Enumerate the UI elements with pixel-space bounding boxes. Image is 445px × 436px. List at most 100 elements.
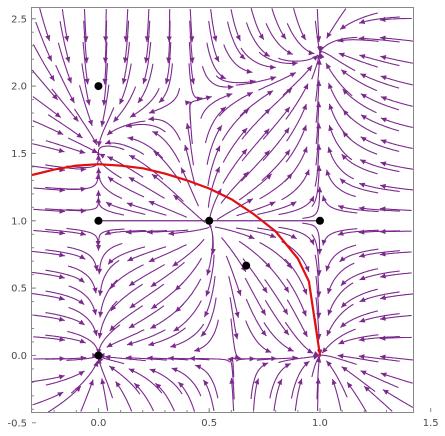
stream-arrowhead bbox=[150, 323, 157, 329]
stream-arrowhead bbox=[358, 206, 365, 212]
stream-line bbox=[148, 200, 188, 218]
stream-arrowhead bbox=[246, 68, 253, 74]
stream-arrowhead bbox=[100, 378, 106, 385]
stream-line bbox=[203, 276, 216, 318]
stream-arrowhead bbox=[254, 378, 260, 385]
stream-line bbox=[158, 63, 173, 104]
stream-line bbox=[358, 207, 400, 212]
stream-line bbox=[379, 37, 414, 42]
stream-line bbox=[337, 39, 379, 42]
stream-arrowhead bbox=[79, 148, 86, 154]
stream-line bbox=[264, 279, 289, 315]
stream-arrowhead bbox=[328, 103, 334, 110]
stream-line bbox=[67, 330, 100, 355]
stream-arrowhead bbox=[96, 268, 103, 275]
stream-arrowhead bbox=[284, 363, 291, 369]
stream-arrowhead bbox=[359, 297, 366, 302]
stream-arrowhead bbox=[337, 230, 344, 236]
stream-line bbox=[45, 334, 86, 344]
stream-line bbox=[359, 159, 400, 173]
stream-arrowhead bbox=[290, 201, 297, 207]
stream-line bbox=[45, 208, 87, 212]
stream-arrowhead bbox=[326, 63, 332, 70]
stream-line bbox=[207, 145, 221, 187]
stream-arrowhead bbox=[185, 123, 191, 130]
stream-line bbox=[98, 107, 115, 147]
stream-line bbox=[80, 379, 94, 412]
stream-arrowhead bbox=[113, 116, 119, 123]
stream-arrowhead bbox=[78, 370, 85, 377]
stream-arrowhead bbox=[301, 125, 307, 132]
stream-arrowhead bbox=[184, 100, 191, 106]
stream-line bbox=[205, 254, 215, 297]
stream-line bbox=[103, 63, 109, 106]
stream-line bbox=[380, 161, 414, 170]
stream-arrowhead bbox=[65, 56, 71, 63]
stream-line bbox=[380, 139, 413, 150]
y-tick-label: 1.0 bbox=[11, 216, 27, 227]
stream-line bbox=[98, 242, 123, 275]
stream-arrowhead bbox=[129, 155, 136, 161]
stream-arrowhead bbox=[379, 206, 386, 212]
stream-arrowhead bbox=[175, 284, 181, 291]
stream-line bbox=[256, 357, 298, 361]
stream-line bbox=[339, 178, 379, 194]
stream-arrowhead bbox=[148, 257, 155, 262]
stream-arrowhead bbox=[110, 282, 116, 289]
stream-line bbox=[184, 144, 196, 187]
stream-line bbox=[107, 176, 145, 198]
stream-line bbox=[337, 205, 379, 213]
stream-arrowhead bbox=[359, 252, 366, 258]
stream-arrowhead bbox=[284, 149, 290, 156]
stream-line bbox=[214, 226, 255, 240]
stream-line bbox=[97, 190, 125, 216]
stream-line bbox=[146, 229, 189, 233]
stream-arrowhead bbox=[216, 125, 222, 132]
stream-arrowhead bbox=[108, 258, 114, 265]
stream-arrowhead bbox=[214, 55, 220, 62]
stream-arrowhead bbox=[109, 325, 116, 331]
stream-arrowhead bbox=[287, 346, 294, 352]
stream-line bbox=[327, 282, 354, 316]
stream-line bbox=[360, 73, 400, 89]
stream-line bbox=[188, 63, 203, 99]
stream-line bbox=[379, 293, 414, 300]
stream-line bbox=[257, 227, 297, 240]
stream-arrowhead bbox=[189, 355, 195, 362]
stream-arrowhead bbox=[69, 96, 75, 104]
stream-arrowhead bbox=[284, 106, 290, 113]
stream-arrowhead bbox=[148, 116, 155, 122]
stream-arrowhead bbox=[358, 35, 365, 42]
stream-line bbox=[286, 103, 307, 142]
stream-line bbox=[133, 382, 154, 412]
stream-arrowhead bbox=[105, 139, 112, 145]
stream-arrowhead bbox=[195, 364, 202, 370]
stream-line bbox=[227, 358, 235, 400]
stream-arrowhead bbox=[122, 57, 129, 64]
stream-arrowhead bbox=[309, 195, 315, 203]
stream-arrowhead bbox=[128, 177, 135, 183]
stream-line bbox=[230, 318, 241, 359]
stream-arrowhead bbox=[148, 200, 155, 206]
stream-arrowhead bbox=[303, 83, 309, 90]
stream-line bbox=[342, 131, 378, 155]
stream-line bbox=[314, 144, 320, 187]
stream-arrowhead bbox=[147, 355, 153, 361]
stream-line bbox=[315, 122, 320, 166]
stream-arrowhead bbox=[58, 147, 65, 153]
stream-arrowhead bbox=[129, 280, 136, 286]
frame-box bbox=[31, 7, 414, 413]
stream-line bbox=[200, 297, 217, 337]
stream-arrowhead bbox=[144, 57, 150, 64]
x-tick-label: 0.5 bbox=[201, 418, 217, 429]
stream-arrowhead bbox=[149, 368, 156, 374]
stream-line bbox=[148, 118, 181, 141]
stream-arrowhead bbox=[304, 265, 310, 272]
stream-line bbox=[146, 357, 189, 361]
stream-arrowhead bbox=[316, 312, 322, 319]
stream-line bbox=[172, 238, 205, 267]
stream-arrowhead bbox=[125, 355, 132, 361]
fixed-point bbox=[94, 216, 103, 225]
stream-line bbox=[363, 385, 393, 412]
stream-arrowhead bbox=[325, 169, 331, 176]
